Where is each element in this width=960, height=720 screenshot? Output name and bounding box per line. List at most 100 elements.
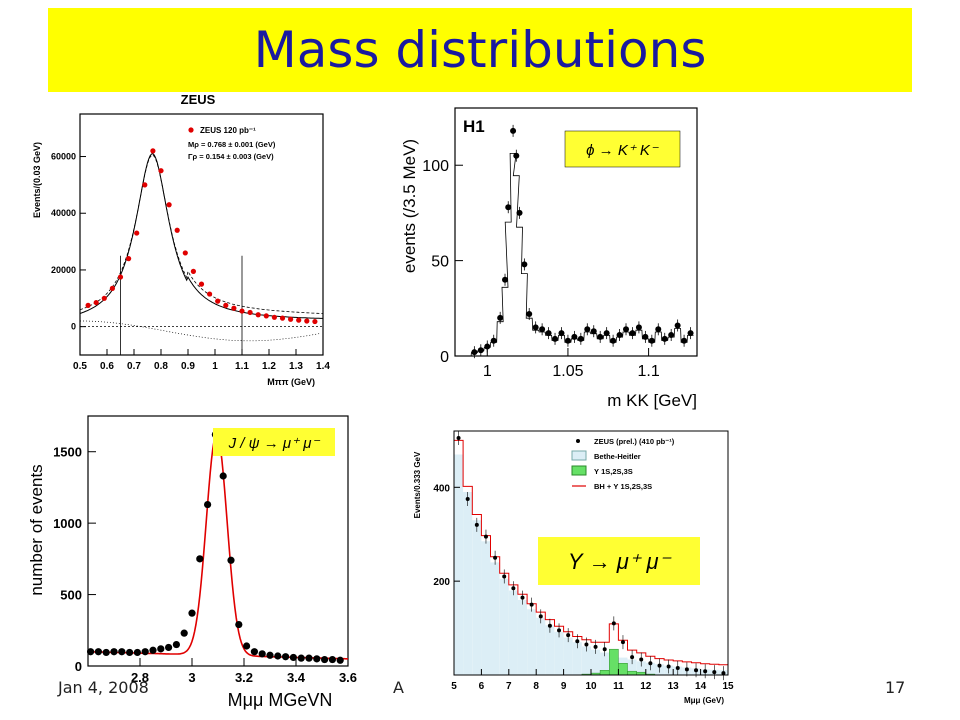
data-point	[134, 230, 140, 236]
y-tick-label: 1000	[53, 516, 82, 531]
data-point	[239, 308, 245, 314]
data-point	[180, 629, 188, 637]
data-point	[87, 648, 95, 656]
x-tick-label: 3.4	[287, 670, 306, 685]
data-point	[513, 152, 520, 159]
fit-curve	[79, 153, 323, 319]
data-point	[223, 302, 229, 308]
data-point	[215, 298, 221, 304]
legend-entry: ZEUS 120 pb⁻¹	[200, 126, 256, 135]
data-point	[616, 332, 623, 339]
data-point	[510, 127, 517, 134]
x-tick-label: 1.1	[637, 363, 659, 380]
chart-title: H1	[463, 117, 485, 136]
data-point	[312, 318, 318, 325]
data-point	[141, 648, 149, 656]
data-point	[721, 671, 726, 676]
data-point	[516, 209, 523, 216]
y-tick-label: 400	[433, 483, 450, 494]
data-point	[250, 648, 258, 656]
data-point	[321, 655, 329, 664]
data-point	[490, 337, 497, 344]
data-point	[639, 657, 644, 662]
data-point	[157, 645, 165, 653]
data-point	[110, 648, 118, 656]
data-point	[313, 655, 321, 663]
y-tick-label: 0	[71, 322, 76, 332]
data-point	[165, 643, 173, 652]
data-point	[149, 646, 157, 654]
data-point	[263, 313, 269, 319]
x-tick-label: 9	[561, 681, 567, 692]
bh-bar	[499, 578, 509, 675]
data-point	[529, 602, 534, 607]
upsilon-bar	[618, 663, 628, 676]
data-point	[611, 621, 616, 626]
bh-bar	[536, 617, 546, 675]
data-point	[117, 274, 124, 280]
bh-bar	[490, 562, 500, 675]
y-axis-label: number of events	[27, 464, 46, 595]
x-tick-label: 1	[212, 361, 218, 372]
annotation-text: ϕ → K⁺ K⁻	[586, 142, 659, 159]
data-point	[666, 664, 671, 669]
data-point	[282, 653, 290, 661]
data-point	[102, 648, 110, 657]
x-tick-label: 1	[483, 363, 492, 380]
plot-frame	[454, 107, 698, 357]
data-point	[150, 148, 156, 154]
x-tick-label: 6	[479, 681, 485, 692]
y-tick-label: 0	[440, 349, 449, 366]
plot-frame	[79, 113, 324, 356]
data-point	[575, 639, 580, 644]
data-point	[620, 640, 625, 645]
annotation-box	[213, 428, 335, 456]
data-point	[279, 315, 286, 321]
upsilon-bar	[627, 670, 637, 676]
annotation-box	[564, 130, 681, 168]
page-number: 17	[885, 678, 906, 697]
data-point	[304, 318, 310, 324]
fit-curve-dashed	[79, 154, 324, 314]
y-tick-label: 0	[75, 659, 82, 674]
data-point	[266, 651, 274, 659]
fit-curve	[87, 432, 349, 660]
legend-marker	[188, 127, 194, 133]
y-axis-label: Events/0.333 GeV	[413, 451, 422, 518]
data-point	[456, 436, 461, 441]
phi-mass-chart: H1 1 1.05 1.1 0 50 100 m KK [GeV] events (/3.5 M…	[400, 107, 698, 410]
data-point	[474, 522, 479, 527]
legend-entry: BH + Υ 1S,2S,3S	[594, 482, 652, 491]
data-point	[703, 669, 708, 674]
x-tick-label: 13	[668, 681, 680, 692]
y-tick-label: 40000	[51, 208, 76, 218]
data-point	[694, 668, 699, 673]
data-point	[584, 326, 591, 333]
data-point	[174, 227, 180, 233]
bh-bar	[463, 492, 473, 675]
data-point	[552, 335, 559, 342]
x-tick-label: 1.3	[289, 361, 303, 372]
data-point	[593, 644, 598, 649]
x-tick-label: 1.1	[235, 361, 249, 372]
data-point	[674, 322, 681, 329]
data-point	[109, 285, 115, 291]
bh-bar	[527, 609, 537, 675]
data-point	[182, 250, 188, 256]
x-tick-label: 12	[640, 681, 652, 692]
data-point	[204, 500, 212, 509]
data-point	[630, 655, 635, 660]
data-point	[126, 256, 132, 262]
data-point	[566, 633, 571, 638]
x-axis-label: Mμμ MGeVN	[228, 690, 333, 710]
data-point	[305, 654, 313, 662]
legend-width: Γρ = 0.154 ± 0.003 (GeV)	[188, 152, 274, 161]
data-point	[172, 640, 180, 649]
data-point	[603, 330, 610, 337]
legend-swatch	[571, 450, 587, 461]
data-point	[532, 324, 539, 331]
x-tick-label: 8	[533, 681, 539, 692]
x-axis-label: Mμμ (GeV)	[684, 696, 724, 705]
data-point	[502, 574, 507, 579]
x-tick-label: 15	[722, 681, 734, 692]
